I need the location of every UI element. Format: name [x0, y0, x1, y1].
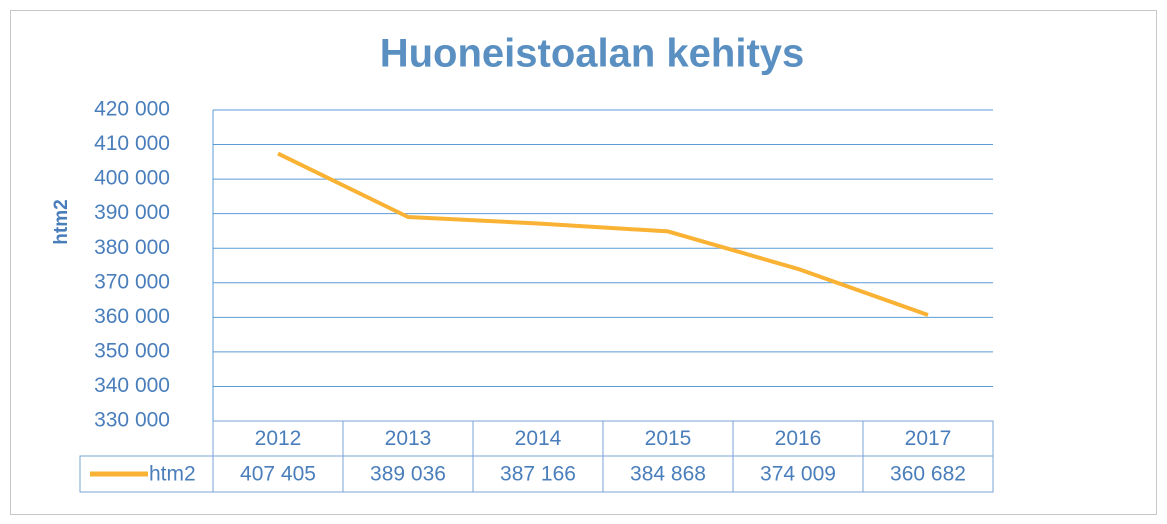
- y-tick-label: 360 000: [94, 305, 170, 328]
- table-value: 407 405: [240, 463, 316, 486]
- table-cell: [862, 455, 994, 493]
- x-tick-label: 2017: [905, 427, 952, 450]
- y-tick-label: 330 000: [94, 409, 170, 432]
- y-tick-label: 400 000: [94, 167, 170, 190]
- y-tick-label: 390 000: [94, 201, 170, 224]
- line: [277, 151, 929, 317]
- x-tick-label: 2015: [645, 427, 692, 450]
- chart-border: [10, 10, 1157, 515]
- table-value: 384 868: [630, 463, 706, 486]
- table-value: 374 009: [760, 463, 836, 486]
- y-tick-label: 370 000: [94, 270, 170, 293]
- y-tick-label: 420 000: [94, 98, 170, 121]
- y-tick-label: 380 000: [94, 236, 170, 259]
- x-tick-label: 2016: [775, 427, 822, 450]
- y-tick-label: 410 000: [94, 132, 170, 155]
- table-value: 389 036: [370, 463, 446, 486]
- x-tick-label: 2012: [255, 427, 302, 450]
- x-tick-label: 2014: [515, 427, 562, 450]
- y-tick-label: 350 000: [94, 339, 170, 362]
- table-value: 387 166: [500, 463, 576, 486]
- y-axis-label: htm2: [51, 199, 72, 244]
- y-tick-label: 340 000: [94, 374, 170, 397]
- x-tick-label: 2013: [385, 427, 432, 450]
- chart-title: Huoneistoalan kehitys: [380, 32, 805, 76]
- legend-label: htm2: [149, 463, 196, 486]
- table-value: 360 682: [890, 463, 966, 486]
